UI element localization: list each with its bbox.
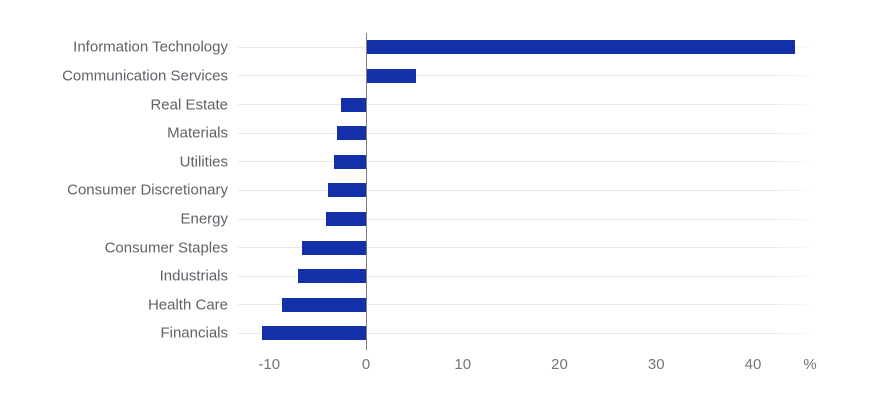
x-tick-label: -10	[258, 356, 281, 373]
category-label: Industrials	[159, 267, 228, 285]
category-label: Energy	[180, 210, 228, 228]
bar-materials	[336, 126, 366, 141]
bar-consumer-staples	[302, 240, 366, 255]
chart-row: Materials	[0, 119, 870, 148]
chart-row: Utilities	[0, 147, 870, 176]
row-gridline	[238, 247, 818, 249]
category-label: Real Estate	[150, 96, 228, 114]
zero-axis-line	[366, 33, 367, 351]
chart-row: Communication Services	[0, 62, 870, 91]
bar-energy	[326, 212, 366, 227]
chart-row: Consumer Staples	[0, 233, 870, 262]
x-tick-label: 30	[647, 356, 665, 373]
row-gridline	[238, 275, 818, 277]
axis-unit-label: %	[803, 356, 817, 373]
category-label: Information Technology	[73, 38, 228, 56]
bar-real-estate	[340, 97, 366, 112]
chart-row: Health Care	[0, 291, 870, 320]
bar-utilities	[334, 154, 366, 169]
bar-health-care	[281, 297, 366, 312]
chart-row: Consumer Discretionary	[0, 176, 870, 205]
bar-communication-services	[367, 68, 417, 83]
row-gridline	[238, 218, 818, 220]
category-label: Financials	[160, 324, 228, 342]
category-label: Communication Services	[62, 67, 228, 85]
chart-row: Industrials	[0, 262, 870, 291]
category-label: Health Care	[147, 296, 228, 314]
x-tick-label: 10	[454, 356, 472, 373]
chart-row: Information Technology	[0, 33, 870, 62]
row-gridline	[238, 189, 818, 191]
category-label: Utilities	[179, 153, 228, 171]
x-tick-label: 40	[744, 356, 762, 373]
x-tick-label: 0	[361, 356, 371, 373]
category-label: Consumer Discretionary	[67, 181, 228, 199]
row-gridline	[238, 104, 818, 106]
bar-financials	[262, 326, 366, 341]
bar-information-technology	[367, 40, 795, 55]
chart-row: Financials	[0, 319, 870, 348]
category-label: Consumer Staples	[104, 239, 228, 257]
x-tick-label: 20	[551, 356, 568, 373]
row-gridline	[238, 75, 818, 77]
row-gridline	[238, 161, 818, 163]
bar-industrials	[298, 269, 366, 284]
row-gridline	[238, 132, 818, 134]
row-gridline	[238, 332, 818, 334]
chart-row: Real Estate	[0, 90, 870, 119]
row-gridline	[238, 304, 818, 306]
category-label: Materials	[167, 124, 228, 142]
bar-consumer-discretionary	[328, 183, 366, 198]
chart-row: Energy	[0, 205, 870, 234]
